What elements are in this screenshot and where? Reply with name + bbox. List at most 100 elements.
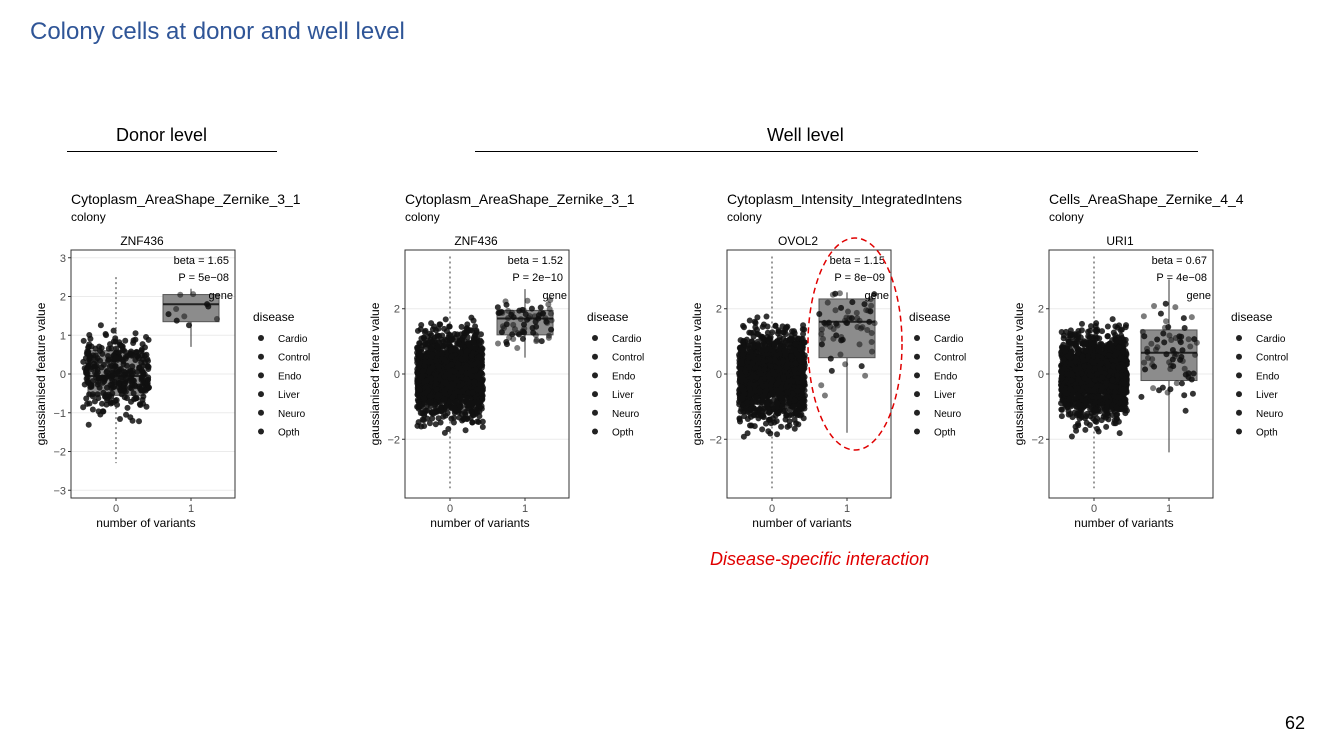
data-point (502, 298, 509, 305)
data-point (173, 306, 180, 313)
y-tick-label: −2 (709, 434, 722, 446)
data-point (477, 354, 484, 361)
data-point (457, 349, 464, 356)
y-tick-label: 2 (1038, 304, 1044, 316)
data-point (1116, 430, 1123, 437)
data-point (771, 371, 778, 378)
data-point (426, 367, 433, 374)
data-point (143, 351, 150, 358)
data-point (546, 332, 553, 339)
data-point (799, 398, 806, 405)
data-point (871, 320, 878, 327)
data-point (121, 388, 128, 395)
data-point (746, 422, 753, 429)
data-point (431, 401, 438, 408)
gene-label: gene (865, 290, 889, 302)
legend-key (592, 335, 598, 341)
data-point (475, 372, 482, 379)
data-point (767, 382, 774, 389)
data-point (102, 330, 109, 337)
x-axis-label: number of variants (96, 516, 195, 530)
x-tick-label: 0 (1091, 503, 1097, 515)
data-point (548, 310, 555, 317)
data-point (1058, 406, 1065, 413)
data-point (429, 326, 436, 333)
data-point (769, 329, 776, 336)
data-point (1112, 323, 1119, 330)
data-point (144, 380, 151, 387)
data-point (801, 392, 808, 399)
data-point (469, 389, 476, 396)
data-point (496, 309, 503, 316)
data-point (414, 397, 421, 404)
data-point (752, 324, 759, 331)
data-point (862, 372, 869, 379)
data-point (445, 334, 452, 341)
data-point (122, 337, 129, 344)
data-point (444, 363, 451, 370)
data-point (843, 319, 850, 326)
data-point (780, 375, 787, 382)
data-point (450, 419, 457, 426)
data-point (739, 373, 746, 380)
data-point (794, 403, 801, 410)
data-point (441, 325, 448, 332)
data-point (113, 397, 120, 404)
gene-label: gene (543, 290, 567, 302)
data-point (544, 319, 551, 326)
legend-entry: Endo (612, 371, 636, 382)
p-value-label: P = 5e−08 (178, 272, 229, 284)
data-point (417, 326, 424, 333)
data-point (494, 340, 501, 347)
data-point (144, 357, 151, 364)
data-point (434, 333, 441, 340)
data-point (440, 343, 447, 350)
data-point (86, 400, 93, 407)
legend-entry: Cardio (612, 334, 642, 345)
data-point (746, 317, 753, 324)
data-point (129, 382, 136, 389)
data-point (740, 322, 747, 329)
data-point (1113, 411, 1120, 418)
data-point (96, 343, 103, 350)
data-point (145, 365, 152, 372)
legend-key (258, 391, 264, 398)
data-point (1073, 427, 1080, 434)
data-point (87, 353, 94, 360)
data-point (738, 384, 745, 391)
data-point (139, 341, 146, 348)
data-point (548, 317, 555, 324)
data-point (517, 316, 524, 323)
data-point (451, 405, 458, 412)
data-point (776, 365, 783, 372)
data-point (767, 362, 774, 369)
well-level-rule (475, 151, 1198, 152)
data-point (138, 383, 145, 390)
data-point (519, 335, 526, 342)
data-point (457, 331, 464, 338)
y-tick-label: 3 (60, 253, 66, 265)
y-axis-label: gaussianised feature value (34, 302, 48, 445)
data-point (441, 356, 448, 363)
data-point (748, 406, 755, 413)
data-point (778, 423, 785, 430)
data-point (435, 391, 442, 398)
data-point (800, 330, 807, 337)
legend-key (914, 335, 920, 341)
plot-frame (404, 249, 570, 499)
data-point (105, 352, 112, 359)
data-point (778, 394, 785, 401)
data-point (139, 362, 146, 369)
data-point (758, 370, 765, 377)
data-point (110, 327, 117, 334)
data-point (759, 426, 766, 433)
data-point (547, 296, 554, 303)
data-point (462, 349, 469, 356)
data-point (838, 304, 845, 311)
y-axis-label: gaussianised feature value (368, 302, 382, 445)
data-point (80, 358, 87, 365)
data-point (827, 355, 834, 362)
legend-key (914, 372, 920, 379)
data-point (749, 360, 756, 367)
data-point (123, 362, 130, 369)
